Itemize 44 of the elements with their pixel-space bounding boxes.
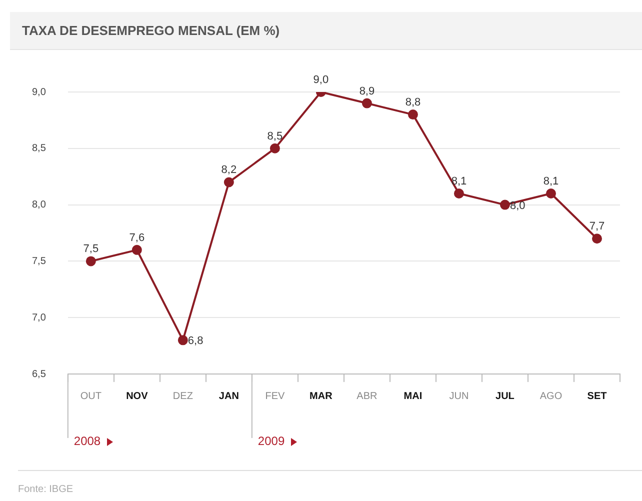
y-tick-label: 9,0	[32, 86, 46, 98]
data-label: 9,0	[313, 74, 329, 86]
data-label: 6,8	[188, 335, 204, 348]
data-label: 8,1	[543, 176, 559, 188]
y-tick-label: 8,5	[32, 143, 46, 154]
data-label: 8,8	[405, 96, 421, 109]
y-tick-label: 7,0	[32, 312, 46, 324]
x-tick-label: OUT	[80, 390, 102, 402]
text: 2009	[258, 434, 285, 448]
data-label: 8,9	[359, 85, 375, 98]
point	[86, 256, 96, 266]
point	[592, 234, 602, 244]
text: 2008	[74, 434, 101, 448]
point	[178, 335, 188, 346]
x-tick-label: NOV	[126, 390, 148, 402]
x-tick-label: JAN	[218, 390, 239, 402]
point	[546, 188, 556, 199]
data-label: 7,7	[589, 220, 605, 233]
point	[224, 177, 234, 188]
data-label: 8,0	[510, 200, 526, 212]
point	[362, 98, 372, 108]
data-label: 8,2	[221, 164, 237, 176]
point	[270, 143, 280, 154]
x-tick-label: SET	[587, 390, 607, 402]
x-tick-label: MAR	[310, 390, 334, 402]
source-note: Fonte: IBGE	[18, 484, 74, 495]
data-label: 8,5	[267, 130, 283, 142]
point	[454, 188, 464, 199]
data-label: 7,5	[83, 243, 99, 256]
y-tick-label: 6,5	[32, 368, 46, 380]
x-tick-label: ABR	[356, 390, 378, 402]
x-tick-label: JUN	[449, 390, 469, 402]
x-tick-label: DEZ	[172, 390, 193, 402]
point	[408, 110, 418, 120]
y-tick-label: 8,0	[32, 200, 46, 211]
point	[500, 200, 510, 210]
point	[132, 244, 142, 255]
chart-title: TAXA DE DESEMPREGO MENSAL (EM %)	[10, 12, 642, 50]
x-tick-label: AGO	[540, 390, 562, 402]
x-tick-label: FEV	[265, 390, 285, 402]
data-label: 7,6	[129, 232, 145, 244]
y-tick-label: 7,5	[32, 256, 46, 267]
x-tick-label: MAI	[404, 390, 422, 402]
x-tick-label: JUL	[496, 390, 514, 402]
